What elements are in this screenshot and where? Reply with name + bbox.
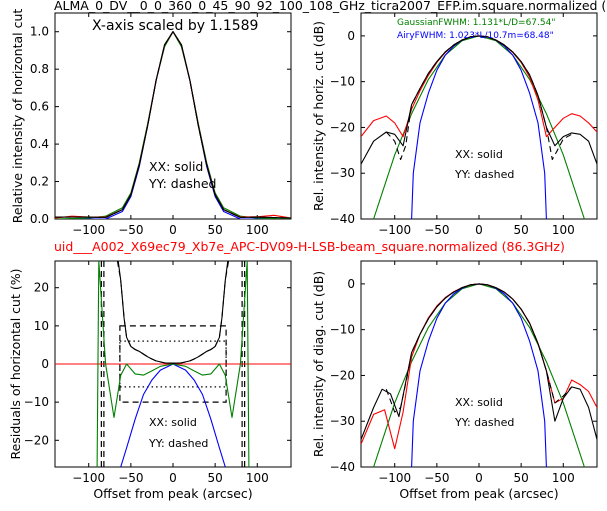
- y-tick-label: 0: [347, 277, 355, 291]
- y-tick-label: −40: [330, 460, 355, 474]
- annotation-xx: XX: solid: [149, 416, 197, 429]
- y-tick-label: 0.4: [30, 137, 49, 151]
- x-tick-label: −50: [118, 223, 143, 237]
- x-tick-label: 0: [475, 471, 483, 485]
- xlabel: Offset from peak (arcsec): [399, 486, 558, 501]
- y-tick-label: −30: [330, 414, 355, 428]
- plot-frame: [360, 260, 598, 468]
- annotation-airy-fwhm: AiryFWHM: 1.023*L/10.7m=68.48": [397, 31, 554, 41]
- series-group: [55, 31, 291, 219]
- x-tick-label: −50: [118, 471, 143, 485]
- ylabel: Relative intensity of horizontal cut: [10, 9, 25, 224]
- ylabel: Rel. intensity of horiz. cut (dB): [311, 21, 326, 211]
- plot-frame: [54, 12, 292, 220]
- y-tick-label: 0.8: [30, 62, 49, 76]
- x-tick-label: 50: [514, 223, 529, 237]
- y-tick-label: 0.2: [30, 175, 49, 189]
- series-line-dashed-4: [55, 31, 291, 219]
- y-tick-label: −20: [330, 120, 355, 134]
- x-tick-label: −100: [378, 223, 411, 237]
- x-tick-label: 50: [514, 471, 529, 485]
- y-tick-label: −10: [330, 323, 355, 337]
- x-tick-label: 0: [169, 223, 177, 237]
- y-tick-label: −20: [24, 433, 49, 447]
- x-tick-label: 0: [169, 471, 177, 485]
- x-tick-label: 50: [208, 223, 223, 237]
- figure-mid-title: uid___A002_X69ec79_Xb7e_APC-DV09-H-LSB-b…: [54, 239, 565, 254]
- annotation-scale: X-axis scaled by 1.1589: [92, 18, 258, 34]
- y-tick-label: −40: [330, 212, 355, 226]
- annotation-gaussian-fwhm: GaussianFWHM: 1.131*L/D=67.54": [397, 18, 555, 28]
- x-tick-label: 100: [552, 471, 575, 485]
- y-tick-label: 0: [41, 357, 49, 371]
- x-tick-label: 100: [552, 223, 575, 237]
- x-tick-label: 100: [246, 471, 269, 485]
- annotation-xx: XX: solid: [149, 159, 203, 174]
- xlabel: Offset from peak (arcsec): [93, 486, 252, 501]
- x-tick-label: −100: [72, 471, 105, 485]
- annotation-xx: XX: solid: [455, 396, 503, 409]
- x-tick-label: −100: [72, 223, 105, 237]
- y-tick-label: 0: [347, 29, 355, 43]
- y-tick-label: 20: [34, 281, 49, 295]
- y-tick-label: 10: [34, 319, 49, 333]
- series-line-solid-2: [96, 261, 250, 467]
- series-group: [55, 261, 291, 467]
- chart-top-left: −100 −50 0 50 100 0.0 0.2 0.4 0.6 0.8 1.0 X-axis s…: [10, 9, 292, 237]
- tick-group: −100 −50 0 50 100 0 −10 −20 −30 −40: [330, 13, 597, 237]
- x-tick-label: −50: [424, 471, 449, 485]
- ylabel: Residuals of horizontal cut (%): [8, 269, 23, 460]
- x-tick-label: 50: [208, 471, 223, 485]
- tick-group: −100 −50 0 50 100 0 −10 −20 −30 −40: [330, 261, 597, 485]
- annotation-yy: YY: dashed: [454, 168, 514, 181]
- y-tick-label: −30: [330, 166, 355, 180]
- series-group: [361, 35, 597, 219]
- annotation-xx: XX: solid: [455, 148, 503, 161]
- annotation-yy: YY: dashed: [148, 176, 216, 191]
- series-line-dashed-4: [116, 261, 230, 364]
- series-line-dashed-4: [385, 283, 573, 413]
- y-tick-label: 0.0: [30, 212, 49, 226]
- ylabel: Rel. intensity of diag. cut (dB): [311, 271, 326, 457]
- plot-frame: [360, 12, 598, 220]
- chart-bottom-right: −100 −50 0 50 100 0 −10 −20 −30 −40 XX: solid YY:…: [311, 260, 598, 501]
- y-tick-label: −10: [330, 75, 355, 89]
- x-tick-label: −50: [424, 223, 449, 237]
- y-tick-label: 0.6: [30, 100, 49, 114]
- series-group: [361, 283, 597, 467]
- figure-top-title: ALMA_0_DV__0_0_360_0_45_90_92_100_108_GH…: [54, 0, 606, 13]
- x-tick-label: 0: [475, 223, 483, 237]
- y-tick-label: −20: [330, 368, 355, 382]
- series-line-dashed-4: [385, 35, 572, 161]
- y-tick-label: −10: [24, 395, 49, 409]
- annotation-yy: YY: dashed: [148, 437, 208, 450]
- y-tick-label: 1.0: [30, 25, 49, 39]
- chart-top-right: −100 −50 0 50 100 0 −10 −20 −30 −40 GaussianFWHM:…: [311, 12, 598, 237]
- x-tick-label: 100: [246, 223, 269, 237]
- x-tick-label: −100: [378, 471, 411, 485]
- annotation-yy: YY: dashed: [454, 416, 514, 429]
